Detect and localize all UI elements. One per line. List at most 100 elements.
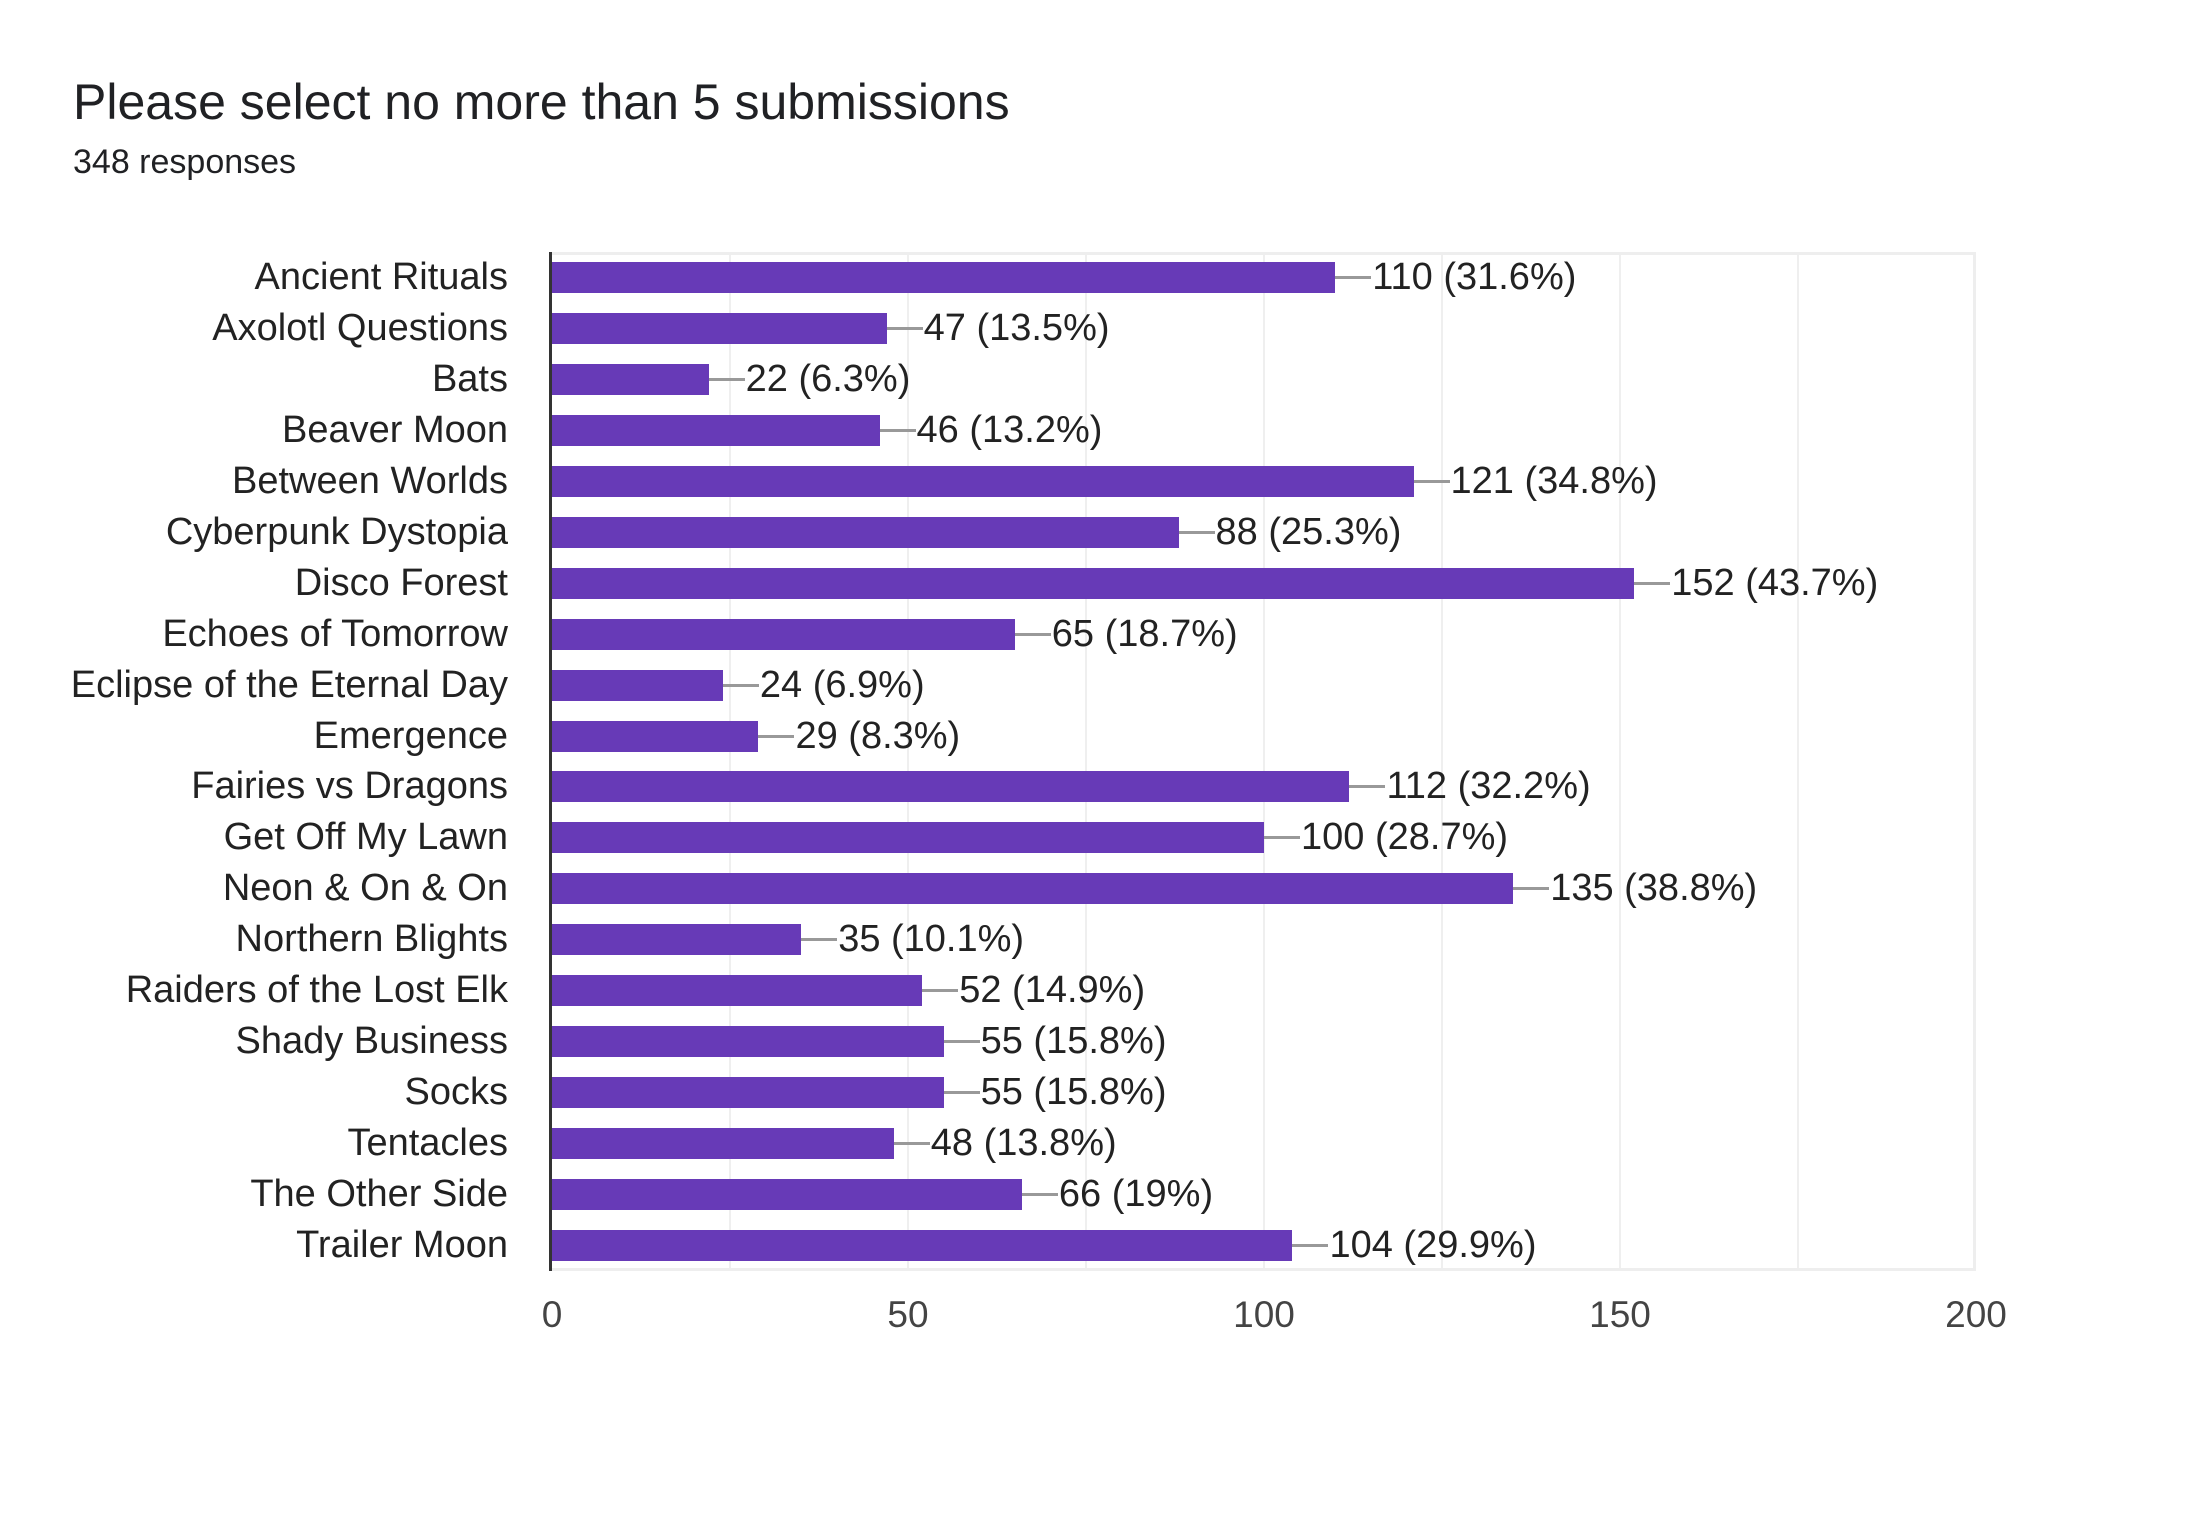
bar-row: Get Off My Lawn 100 (28.7%) <box>0 811 2196 864</box>
x-tick-label: 0 <box>541 1294 563 1335</box>
bar-row: Emergence 29 (8.3%) <box>0 710 2196 763</box>
x-tick-label: 100 <box>1233 1294 1295 1335</box>
bar-row: Disco Forest 152 (43.7%) <box>0 557 2196 610</box>
label-connector <box>943 1091 980 1095</box>
bar-row: Between Worlds 121 (34.8%) <box>0 455 2196 508</box>
value-label: 52 (14.9%) <box>959 969 1146 1012</box>
gridline <box>1085 252 1087 1271</box>
bar[interactable] <box>552 873 1514 905</box>
bar[interactable] <box>552 465 1414 497</box>
bar[interactable] <box>552 771 1350 803</box>
label-connector <box>943 1040 980 1044</box>
bar[interactable] <box>552 567 1635 599</box>
label-connector <box>758 734 795 738</box>
label-connector <box>1335 275 1372 279</box>
bar-row: Axolotl Questions 47 (13.5%) <box>0 302 2196 355</box>
category-label: Disco Forest <box>294 561 508 604</box>
label-connector <box>1513 887 1550 891</box>
label-connector <box>1014 632 1051 636</box>
bar[interactable] <box>552 312 887 344</box>
category-label: Fairies vs Dragons <box>191 765 508 808</box>
bar-row: Neon & On & On 135 (38.8%) <box>0 862 2196 915</box>
value-label: 88 (25.3%) <box>1215 510 1402 553</box>
value-label: 112 (32.2%) <box>1386 765 1591 808</box>
bar[interactable] <box>552 822 1264 854</box>
category-label: Get Off My Lawn <box>223 816 508 859</box>
gridline <box>1441 252 1443 1271</box>
category-label: Neon & On & On <box>222 867 508 910</box>
x-tick-label: 200 <box>1945 1294 2007 1335</box>
value-label: 29 (8.3%) <box>795 714 961 757</box>
plot-area <box>552 252 1976 1271</box>
category-label: Bats <box>431 357 508 400</box>
category-label: Cyberpunk Dystopia <box>165 510 508 553</box>
bar-row: Northern Blights 35 (10.1%) <box>0 913 2196 966</box>
bar[interactable] <box>552 1128 894 1160</box>
label-connector <box>1634 581 1671 585</box>
label-connector <box>879 428 916 432</box>
value-label: 35 (10.1%) <box>838 918 1025 961</box>
bar[interactable] <box>552 516 1179 548</box>
bar[interactable] <box>552 720 759 752</box>
label-connector <box>1413 479 1450 483</box>
value-label: 55 (15.8%) <box>980 1071 1167 1114</box>
gridline <box>1619 252 1621 1271</box>
category-label: Raiders of the Lost Elk <box>125 969 508 1012</box>
label-connector <box>722 683 759 687</box>
bar-row: The Other Side 66 (19%) <box>0 1168 2196 1221</box>
label-connector <box>1292 1244 1329 1248</box>
bar[interactable] <box>552 924 802 956</box>
x-tick-label: 50 <box>887 1294 929 1335</box>
bar-row: Tentacles 48 (13.8%) <box>0 1117 2196 1170</box>
bar[interactable] <box>552 669 723 701</box>
value-label: 47 (13.5%) <box>923 306 1110 349</box>
label-connector <box>893 1142 930 1146</box>
bar-row: Socks 55 (15.8%) <box>0 1066 2196 1119</box>
value-label: 110 (31.6%) <box>1372 255 1577 298</box>
label-connector <box>1178 530 1215 534</box>
bar[interactable] <box>552 1077 944 1109</box>
bar[interactable] <box>552 618 1015 650</box>
value-label: 104 (29.9%) <box>1329 1224 1537 1267</box>
value-label: 22 (6.3%) <box>745 357 911 400</box>
bar[interactable] <box>552 975 923 1007</box>
bar-row: Fairies vs Dragons 112 (32.2%) <box>0 760 2196 813</box>
bar[interactable] <box>552 261 1336 293</box>
response-count: 348 responses <box>73 143 297 181</box>
gridline <box>729 252 731 1271</box>
gridline <box>907 252 909 1271</box>
category-label: Eclipse of the Eternal Day <box>70 663 508 706</box>
bar-row: Trailer Moon 104 (29.9%) <box>0 1219 2196 1272</box>
label-connector <box>1021 1193 1058 1197</box>
bar-row: Echoes of Tomorrow 65 (18.7%) <box>0 608 2196 661</box>
category-label: Ancient Rituals <box>254 255 508 298</box>
value-label: 48 (13.8%) <box>930 1122 1117 1165</box>
bar[interactable] <box>552 363 709 395</box>
bar[interactable] <box>552 1230 1293 1262</box>
value-label: 66 (19%) <box>1058 1173 1214 1216</box>
value-label: 100 (28.7%) <box>1301 816 1509 859</box>
category-label: Tentacles <box>347 1122 508 1165</box>
category-label: Between Worlds <box>232 459 508 502</box>
bar[interactable] <box>552 1026 944 1058</box>
category-label: Axolotl Questions <box>212 306 508 349</box>
label-connector <box>1264 836 1300 840</box>
bar-row: Ancient Rituals 110 (31.6%) <box>0 251 2196 304</box>
value-label: 55 (15.8%) <box>980 1020 1167 1063</box>
label-connector <box>886 326 923 330</box>
category-label: Trailer Moon <box>296 1224 508 1267</box>
gridline <box>1263 252 1265 1271</box>
category-label: Echoes of Tomorrow <box>162 612 508 655</box>
value-label: 65 (18.7%) <box>1051 612 1238 655</box>
label-connector <box>801 938 838 942</box>
chart-title: Please select no more than 5 submissions <box>73 74 1010 130</box>
bar[interactable] <box>552 414 880 446</box>
bar[interactable] <box>552 1179 1022 1211</box>
label-connector <box>708 377 745 381</box>
bar-row: Shady Business 55 (15.8%) <box>0 1015 2196 1068</box>
x-tick-label: 150 <box>1589 1294 1651 1335</box>
value-label: 46 (13.2%) <box>916 408 1103 451</box>
category-label: Emergence <box>313 714 508 757</box>
label-connector <box>1349 785 1386 789</box>
value-label: 152 (43.7%) <box>1671 561 1879 604</box>
